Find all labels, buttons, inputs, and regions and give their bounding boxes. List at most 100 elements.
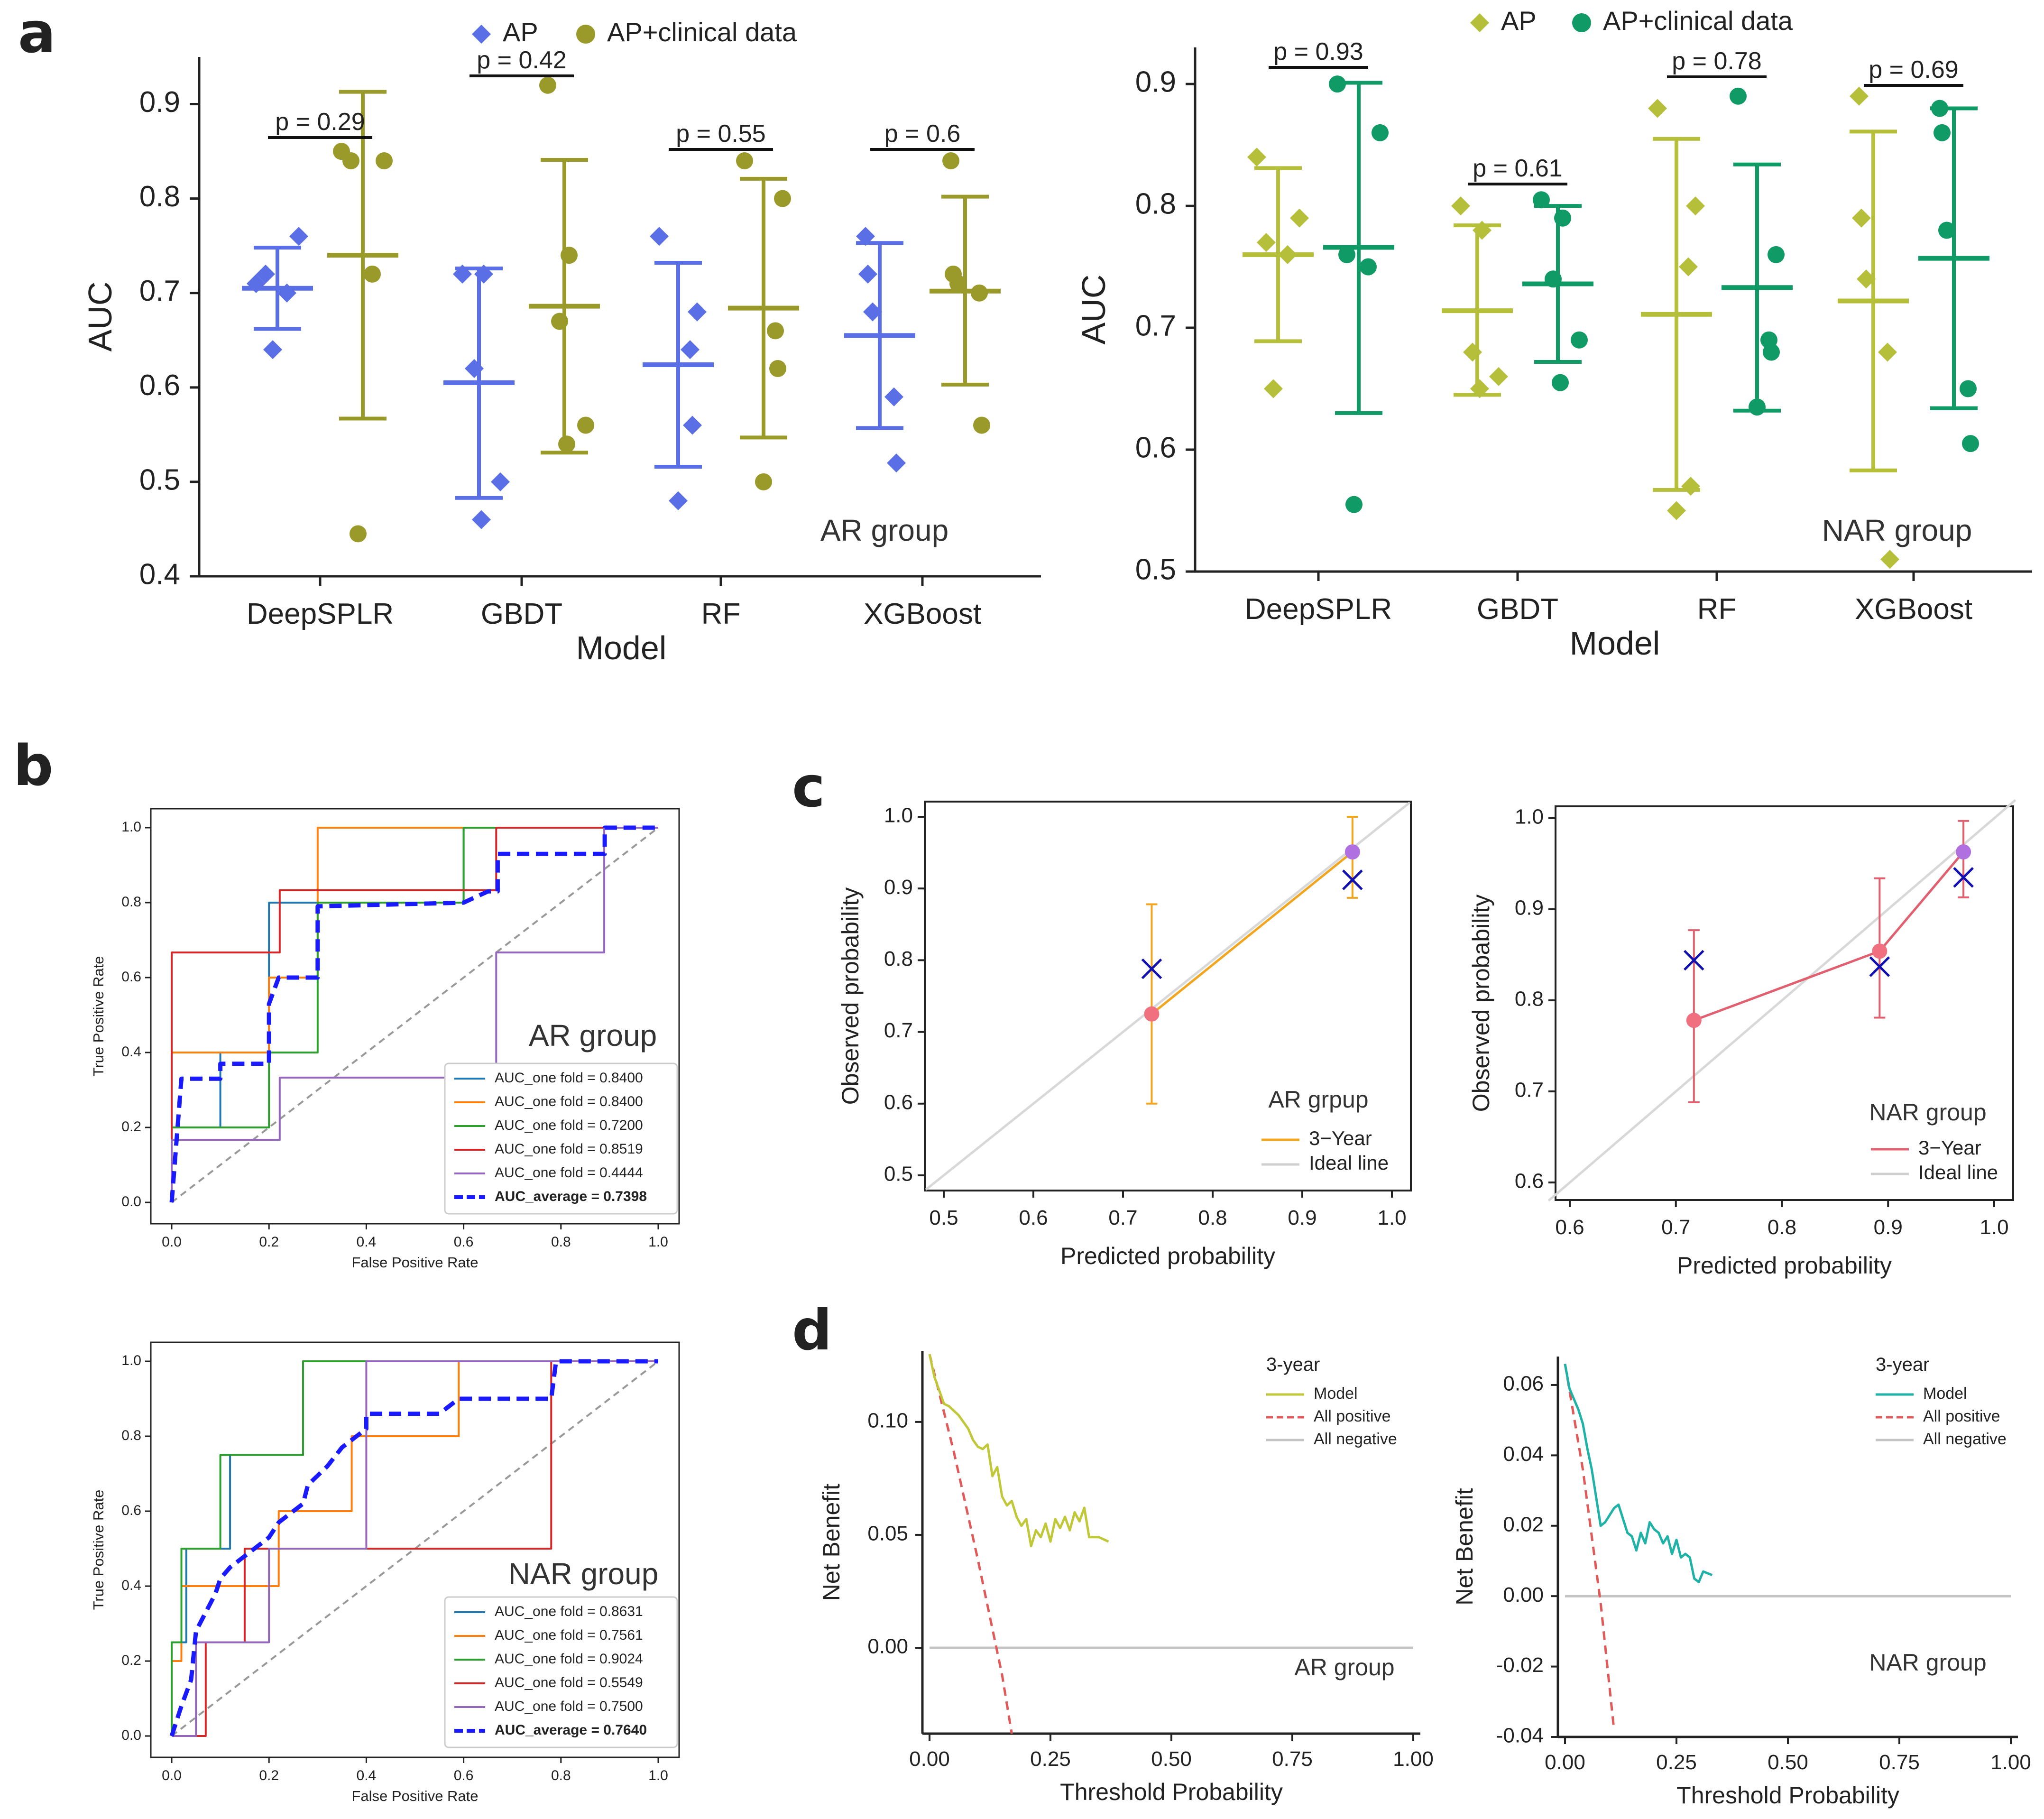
- data-point-ap: [1489, 367, 1508, 386]
- data-point-apclin: [1345, 496, 1363, 513]
- y-tick-label: 0.9: [139, 86, 180, 119]
- data-point-ap: [688, 302, 707, 322]
- data-point-ap: [1681, 477, 1700, 496]
- p-value-label: p = 0.55: [676, 120, 765, 148]
- data-point-apclin: [1768, 246, 1785, 263]
- calibration-point: [1344, 844, 1360, 860]
- chart-a_ar: 0.4 0.5 0.6 0.7 0.8 0.9 DeepSPLR GBDT RF XGBoost M…: [82, 17, 1041, 666]
- x-tick-label: 1.00: [1990, 1751, 2031, 1774]
- x-tick-label: 0.0: [162, 1234, 182, 1250]
- data-point-apclin: [942, 152, 959, 169]
- y-tick-label: 0.8: [1515, 988, 1544, 1011]
- x-axis-label: Predicted probability: [1060, 1243, 1275, 1269]
- y-tick-label: 1.0: [884, 804, 913, 827]
- legend-apclin-label: AP+clinical data: [607, 17, 797, 47]
- data-point-ap: [681, 340, 700, 360]
- panel-letter-a: a: [18, 0, 56, 65]
- data-point-ap: [1473, 221, 1492, 240]
- data-point-ap: [465, 359, 484, 378]
- x-tick-label: 0.00: [909, 1747, 950, 1771]
- data-point-apclin: [1962, 435, 1979, 452]
- calibration-cross-marker-stroke-b: [1953, 867, 1974, 888]
- data-point-ap: [1686, 196, 1705, 216]
- y-tick-label: 0.7: [884, 1019, 913, 1042]
- data-point-apclin: [755, 473, 772, 490]
- p-value-label: p = 0.78: [1672, 47, 1761, 75]
- roc-fold-line: [171, 1360, 658, 1736]
- data-point-ap: [669, 491, 688, 510]
- group-annotation: AR group: [820, 513, 948, 547]
- calibration-line: [1151, 851, 1353, 1015]
- data-point-apclin: [350, 525, 367, 543]
- y-tick-label: 0.00: [1503, 1583, 1544, 1607]
- data-point-ap: [1470, 379, 1489, 398]
- y-tick-label: 0.10: [867, 1409, 908, 1432]
- y-tick-label: 0.6: [1135, 431, 1176, 464]
- data-point-apclin: [364, 265, 381, 283]
- legend-title: 3-year: [1266, 1354, 1320, 1375]
- panel-letter-b: b: [13, 733, 54, 798]
- roc-fold-line: [172, 1360, 658, 1737]
- x-tick-label: DeepSPLR: [247, 598, 394, 630]
- group-annotation: AR group: [529, 1018, 657, 1053]
- x-tick-label: 0.6: [1555, 1216, 1584, 1239]
- y-tick-label: 0.6: [139, 369, 180, 402]
- x-tick-label: 0.2: [259, 1768, 279, 1783]
- y-tick-label: 0.7: [1515, 1079, 1544, 1102]
- data-point-ap: [650, 227, 669, 246]
- y-axis-label: True Positive Rate: [90, 1490, 107, 1610]
- data-point-ap: [1667, 501, 1686, 520]
- x-tick-label: 0.8: [1768, 1216, 1796, 1239]
- y-tick-label: 1.0: [121, 819, 141, 835]
- y-axis-label: AUC: [82, 282, 119, 352]
- x-tick-label: 0.75: [1879, 1751, 1920, 1774]
- legend-label-ideal: Ideal line: [1309, 1152, 1389, 1174]
- y-tick-label: 1.0: [1515, 805, 1544, 829]
- legend-apclin-label: AP+clinical data: [1603, 6, 1793, 36]
- x-tick-label: 0.5: [929, 1206, 958, 1229]
- calibration-cross-marker: [1953, 867, 1974, 888]
- data-point-apclin: [1730, 87, 1747, 105]
- y-tick-label: 0.4: [121, 1044, 141, 1060]
- roc-fold-line: [171, 827, 658, 1202]
- calibration-point: [1144, 1006, 1160, 1022]
- data-point-ap: [263, 340, 282, 360]
- calibration-cross-marker: [1141, 958, 1162, 979]
- y-tick-label: 0.5: [1135, 553, 1176, 586]
- data-point-apclin: [551, 313, 568, 330]
- y-tick-label: 0.4: [139, 558, 180, 591]
- all-positive-line: [928, 1354, 1013, 1734]
- data-point-ap: [1852, 208, 1871, 228]
- legend-apclin-marker: [576, 25, 595, 44]
- x-tick-label: 0.6: [454, 1234, 474, 1250]
- x-tick-label: 0.75: [1272, 1747, 1313, 1771]
- y-tick-label: 0.02: [1503, 1513, 1544, 1536]
- group-annotation: NAR group: [508, 1557, 659, 1591]
- x-axis-label: Predicted probability: [1677, 1252, 1892, 1279]
- data-point-apclin: [1372, 124, 1389, 141]
- y-tick-label: 0.6: [121, 969, 141, 985]
- roc-fold-line: [171, 1360, 658, 1736]
- x-tick-label: 0.4: [357, 1768, 377, 1783]
- y-tick-label: 0.2: [121, 1653, 141, 1668]
- calibration-point: [1956, 844, 1971, 860]
- calibration-cross-marker: [1684, 950, 1704, 971]
- x-tick-label: 0.0: [162, 1768, 182, 1783]
- chart-b_ar: 0.0 0.2 0.4 0.6 0.8 1.0 0.0 0.2 0.4 0.6 0.8 1.0 Fals…: [90, 808, 680, 1271]
- legend-label: Model: [1923, 1385, 1967, 1403]
- y-axis-label: Net Benefit: [818, 1484, 845, 1601]
- y-tick-label: 0.6: [121, 1503, 141, 1518]
- legend-label-3year: 3−Year: [1918, 1136, 1981, 1159]
- data-point-ap: [1257, 233, 1276, 252]
- data-point-ap: [472, 510, 491, 529]
- chart-d_nar: 0.00 0.25 0.50 0.75 1.00 -0.04 -0.02 0.00 0.02 0.…: [1451, 1354, 2031, 1809]
- y-tick-label: 0.8: [139, 180, 180, 213]
- data-point-apclin: [1338, 246, 1355, 263]
- data-point-apclin: [1938, 222, 1955, 239]
- x-tick-label: 1.0: [648, 1768, 668, 1783]
- x-tick-label: 1.00: [1393, 1747, 1434, 1771]
- y-tick-label: 0.00: [867, 1635, 908, 1658]
- group-annotation: AR group: [1294, 1654, 1394, 1680]
- data-point-ap: [1264, 379, 1283, 398]
- y-tick-label: 0.8: [884, 947, 913, 970]
